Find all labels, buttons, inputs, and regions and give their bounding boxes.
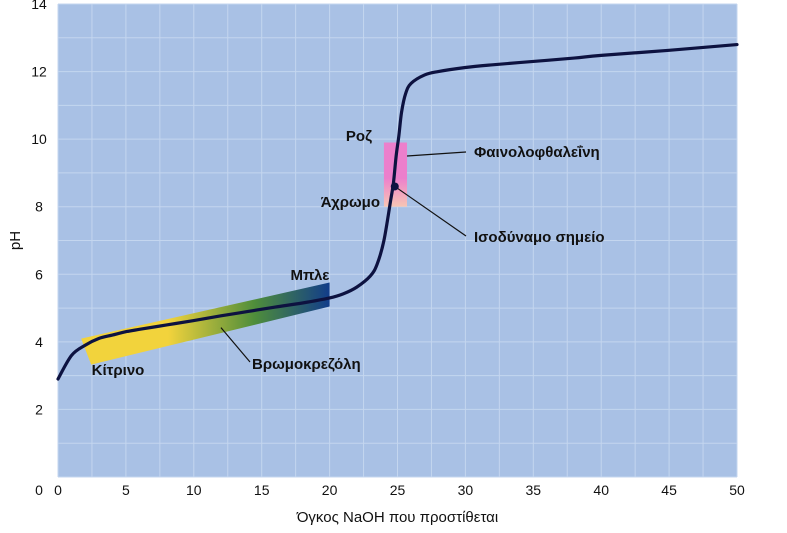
y-tick-label: 6 [35, 266, 43, 282]
label-equivalence-point: Ισοδύναμο σημείο [474, 229, 605, 246]
x-tick-label: 0 [54, 482, 62, 498]
label-pink: Ροζ [346, 128, 372, 145]
y-tick-label: 14 [31, 0, 47, 12]
phenolphthalein-leader [406, 151, 467, 157]
y-tick-label: 4 [35, 334, 43, 350]
y-tick-label: 8 [35, 199, 43, 215]
equivalence-leader [394, 185, 467, 237]
x-tick-label: 35 [526, 482, 542, 498]
x-tick-label: 40 [593, 482, 609, 498]
x-axis-ticks: 0 5 10 15 20 25 30 35 40 45 50 [54, 482, 745, 498]
x-tick-label: 20 [322, 482, 338, 498]
label-phenolphthalein: Φαινολοφθαλεΐνη [474, 144, 600, 161]
y-tick-label: 0 [35, 482, 43, 498]
titration-curve [56, 42, 739, 381]
label-blue: Μπλε [291, 267, 330, 284]
bromocresol-band [81, 282, 330, 365]
bromocresol-leader [220, 327, 251, 363]
x-tick-label: 10 [186, 482, 202, 498]
y-tick-label: 2 [35, 401, 43, 417]
x-axis-label: Όγκος NaOH που προστίθεται [296, 509, 498, 526]
y-axis-ticks: 2 4 6 8 10 12 14 0 [31, 0, 47, 498]
x-tick-label: 50 [729, 482, 745, 498]
label-bromocresol: Βρωμοκρεζόλη [252, 356, 361, 373]
x-tick-label: 30 [458, 482, 474, 498]
x-tick-label: 25 [390, 482, 406, 498]
x-tick-label: 45 [661, 482, 677, 498]
y-tick-label: 12 [31, 64, 47, 80]
label-yellow: Κίτρινο [92, 362, 145, 379]
y-axis-label: pH [7, 231, 24, 250]
grid-lines [57, 3, 738, 478]
equivalence-point-marker [390, 182, 399, 191]
x-tick-label: 5 [122, 482, 130, 498]
x-tick-label: 15 [254, 482, 270, 498]
label-colorless: Άχρωμο [321, 194, 380, 211]
y-tick-label: 10 [31, 131, 47, 147]
